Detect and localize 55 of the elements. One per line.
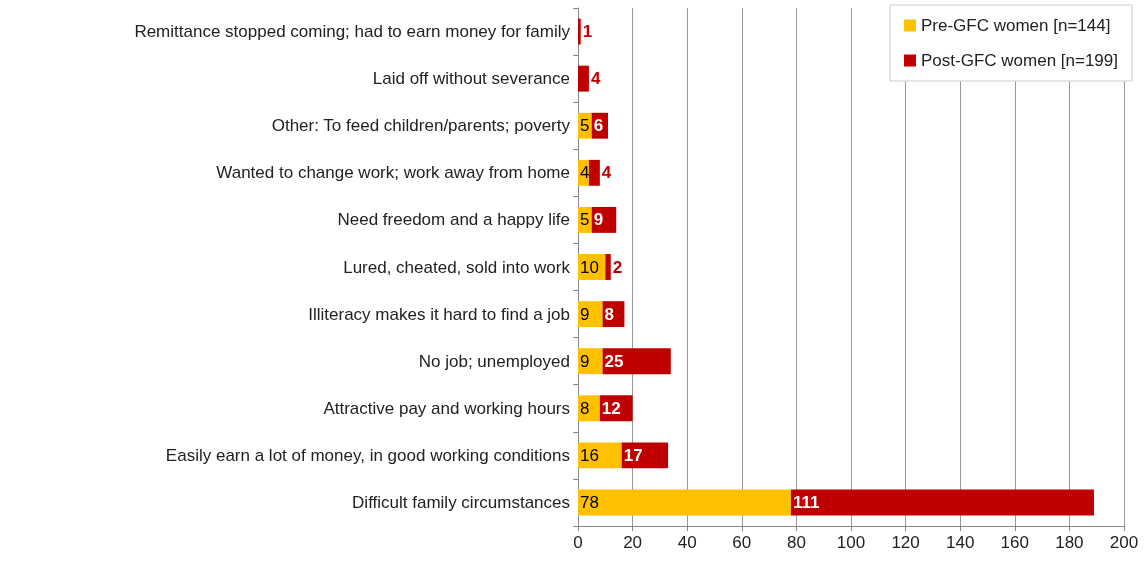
data-label: 9 — [580, 351, 590, 371]
data-label: 8 — [580, 398, 590, 418]
x-tick-label: 120 — [891, 533, 920, 552]
data-label: 9 — [580, 304, 590, 324]
data-label: 9 — [593, 210, 604, 230]
bar — [621, 442, 669, 469]
data-label: 16 — [580, 445, 599, 465]
x-tick-label: 200 — [1109, 533, 1139, 552]
data-label: 6 — [593, 116, 604, 136]
data-label: 2 — [612, 257, 623, 277]
x-tick-label: 160 — [1000, 533, 1029, 552]
legend-label: Post-GFC women [n=199] — [921, 51, 1119, 70]
x-tick-label: 140 — [946, 533, 975, 552]
x-tick-label: 100 — [836, 533, 866, 552]
y-tick-label: Illiteracy makes it hard to find a job — [308, 304, 570, 324]
y-tick-label: Other: To feed children/parents; poverty — [271, 116, 571, 136]
y-tick-label: Wanted to change work; work away from home — [216, 163, 570, 183]
x-tick-label: 0 — [573, 533, 583, 552]
x-tick-label: 80 — [786, 533, 806, 552]
y-tick-label: Difficult family circumstances — [352, 492, 570, 512]
data-label: 4 — [601, 163, 612, 183]
data-label: 25 — [604, 351, 624, 371]
y-tick-label: Need freedom and a happy life — [337, 210, 570, 230]
x-tick-label: 20 — [623, 533, 643, 552]
data-label: 4 — [590, 69, 601, 89]
bar — [602, 348, 671, 375]
legend-label: Pre-GFC women [n=144] — [921, 16, 1111, 35]
bar — [578, 65, 589, 92]
data-label: 5 — [580, 116, 590, 136]
bar — [578, 489, 791, 516]
data-label: 111 — [792, 492, 820, 512]
y-tick-label: Laid off without severance — [372, 69, 570, 89]
bar — [578, 301, 603, 328]
bar — [588, 159, 600, 186]
data-label: 10 — [580, 257, 599, 277]
bar — [578, 18, 581, 45]
y-tick-label: Remittance stopped coming; had to earn money for family — [134, 22, 571, 42]
y-tick-label: Attractive pay and working hours — [323, 398, 570, 418]
data-label: 78 — [580, 492, 599, 512]
data-label: 5 — [580, 210, 590, 230]
data-label: 17 — [623, 445, 643, 465]
data-label: 4 — [580, 163, 590, 183]
y-tick-label: Lured, cheated, sold into work — [343, 257, 571, 277]
data-label: 8 — [604, 304, 615, 324]
bar — [578, 442, 622, 469]
y-tick-label: No job; unemployed — [418, 351, 570, 371]
data-label: 1 — [582, 22, 593, 42]
y-tick-label: Easily earn a lot of money, in good working conditions — [165, 445, 570, 465]
x-tick-label: 180 — [1055, 533, 1084, 552]
bar — [578, 348, 603, 375]
x-tick-label: 40 — [677, 533, 697, 552]
bar — [605, 254, 611, 280]
bar — [790, 489, 1094, 516]
x-tick-label: 60 — [732, 533, 752, 552]
data-label: 12 — [601, 398, 621, 418]
